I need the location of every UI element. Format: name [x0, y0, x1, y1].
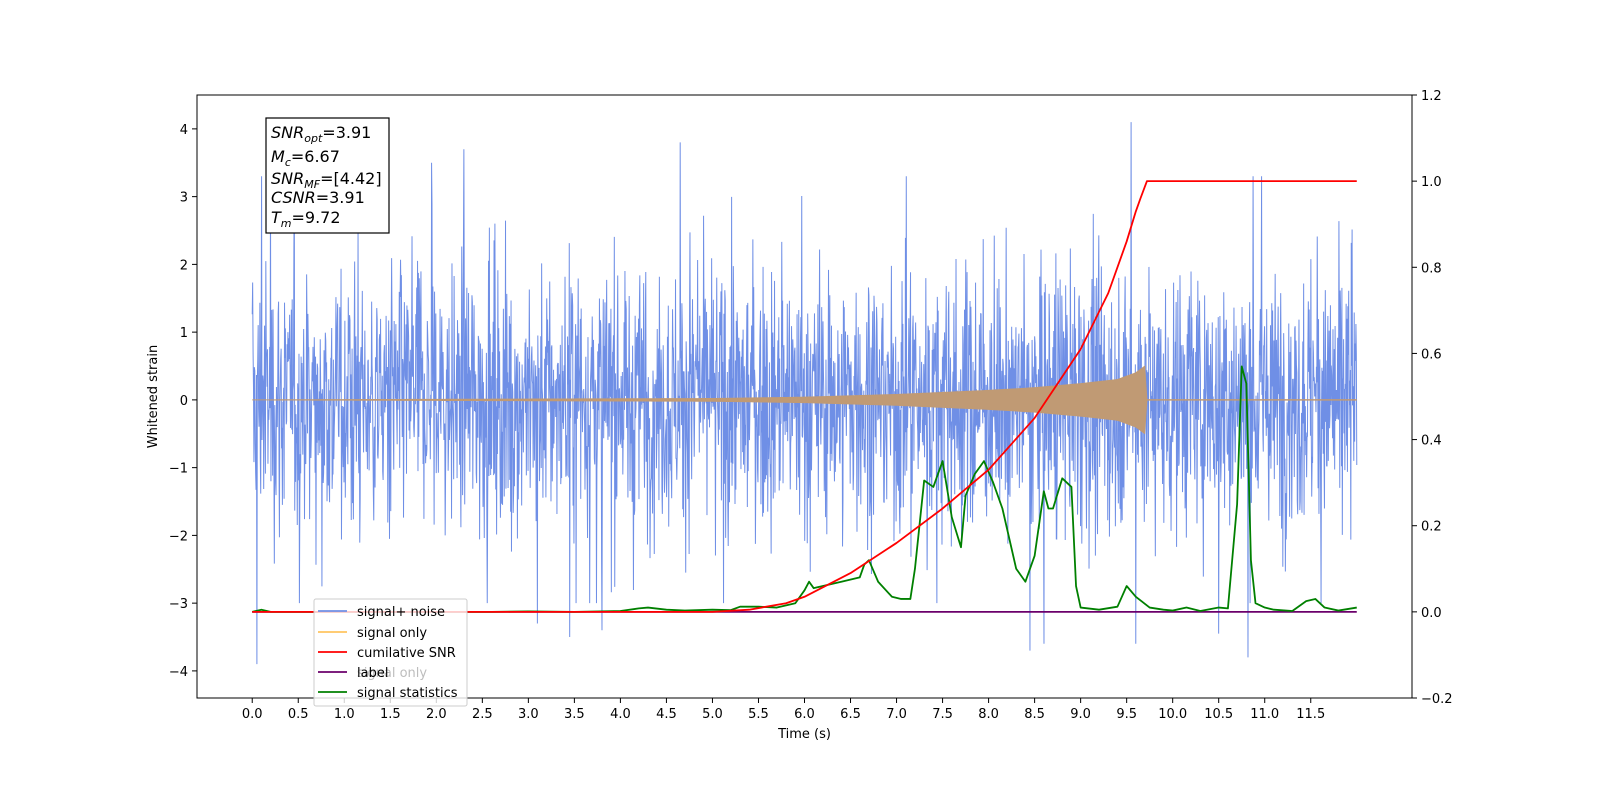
x-tick-label: 2.0	[426, 707, 447, 722]
y-tick-label: 0	[180, 394, 188, 409]
signal-series	[252, 365, 1357, 435]
info-box: SNRopt=3.91Mc=6.67SNRMF=[4.42]CSNR=3.91T…	[265, 117, 390, 234]
x-tick-label: 4.0	[610, 707, 631, 722]
info-box-line: Tm=9.72	[271, 208, 341, 230]
y2-tick-label: 0.6	[1421, 347, 1442, 362]
y-axis-left: −4 −3 −2 −1 0 1 2 3 4	[169, 123, 197, 680]
y2-tick-label: −0.2	[1421, 692, 1453, 707]
info-box-line: SNRMF=[4.42]	[271, 169, 382, 191]
y-tick-label: 4	[180, 123, 188, 138]
x-tick-label: 10.0	[1158, 707, 1187, 722]
x-tick-label: 11.5	[1296, 707, 1325, 722]
x-axis: 0.0 0.5 1.0 1.5 2.0 2.5 3.0 3.5 4.0 4.5 5.0 5.5 6.0 6…	[242, 698, 1325, 722]
x-tick-label: 3.5	[564, 707, 585, 722]
legend-frame	[313, 598, 468, 707]
info-box-line: Mc=6.67	[271, 147, 340, 169]
x-tick-label: 8.5	[1024, 707, 1045, 722]
x-tick-label: 6.5	[840, 707, 861, 722]
x-tick-label: 7.5	[932, 707, 953, 722]
x-tick-label: 0.0	[242, 707, 263, 722]
y-tick-label: −2	[169, 529, 188, 544]
info-box-frame	[265, 117, 390, 234]
y2-tick-label: 1.2	[1421, 89, 1442, 104]
legend-label: label	[357, 666, 388, 681]
y2-tick-label: 0.4	[1421, 434, 1442, 449]
y-axis-label: Whitened strain	[146, 345, 161, 448]
legend-label: cumilative SNR	[357, 646, 456, 661]
y-tick-label: 1	[180, 326, 188, 341]
legend: signal only signal+ noise signal only cumil…	[313, 598, 468, 707]
y-tick-label: −3	[169, 597, 188, 612]
x-tick-label: 6.0	[794, 707, 815, 722]
y2-tick-label: 0.0	[1421, 606, 1442, 621]
x-tick-label: 2.5	[472, 707, 493, 722]
legend-label: signal only	[357, 626, 427, 641]
x-tick-label: 7.0	[886, 707, 907, 722]
x-tick-label: 5.0	[702, 707, 723, 722]
legend-label: signal statistics	[357, 686, 458, 701]
x-tick-label: 0.5	[288, 707, 309, 722]
series-signal-plus-noise	[251, 122, 1358, 665]
noise-series	[251, 122, 1358, 665]
series-cumilative-snr	[252, 180, 1357, 613]
x-tick-label: 3.0	[518, 707, 539, 722]
y-axis-right: −0.2 0.0 0.2 0.4 0.6 0.8 1.0 1.2	[1412, 89, 1453, 707]
y-tick-label: −1	[169, 462, 188, 477]
y2-tick-label: 0.8	[1421, 261, 1442, 276]
legend-ghost-text: signal only	[357, 666, 427, 681]
x-tick-label: 1.0	[334, 707, 355, 722]
y-tick-label: 2	[180, 258, 188, 273]
x-tick-label: 9.5	[1116, 707, 1137, 722]
y-tick-label: −4	[169, 665, 188, 680]
x-tick-label: 1.5	[380, 707, 401, 722]
x-tick-label: 8.0	[978, 707, 999, 722]
x-axis-label: Time (s)	[777, 727, 831, 742]
y2-tick-label: 0.2	[1421, 520, 1442, 535]
x-tick-label: 5.5	[748, 707, 769, 722]
info-box-line: CSNR=3.91	[271, 188, 365, 207]
legend-label: signal+ noise	[357, 605, 445, 620]
info-box-line: SNRopt=3.91	[271, 123, 371, 145]
x-tick-label: 11.0	[1250, 707, 1279, 722]
y2-tick-label: 1.0	[1421, 175, 1442, 190]
x-tick-label: 10.5	[1204, 707, 1233, 722]
x-tick-label: 4.5	[656, 707, 677, 722]
x-tick-label: 9.0	[1070, 707, 1091, 722]
y-tick-label: 3	[180, 191, 188, 206]
